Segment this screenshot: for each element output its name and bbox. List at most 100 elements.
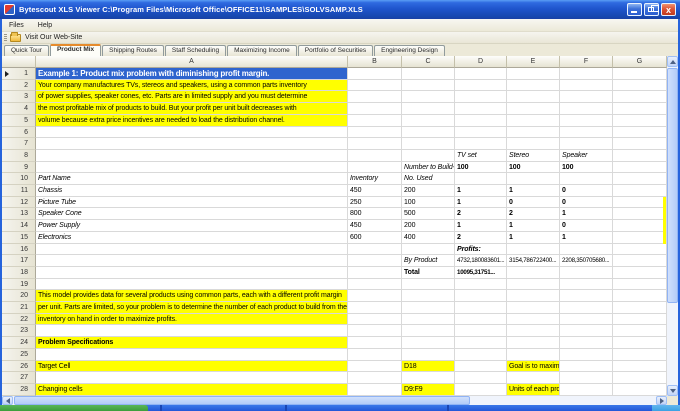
cell-C22[interactable] [402,313,455,326]
cell-G15[interactable] [613,231,667,244]
row-header-24[interactable]: 24 [2,337,36,349]
cell-D24[interactable] [455,337,507,349]
cell-A14[interactable]: Power Supply [36,220,348,232]
row-header-16[interactable]: 16 [2,243,36,256]
restore-button[interactable] [644,3,659,16]
cell-A24[interactable]: Problem Specifications [36,337,348,349]
cell-F8[interactable]: Speaker [560,149,613,162]
cell-C15[interactable]: 400 [402,231,455,244]
cell-E4[interactable] [507,103,560,115]
cell-C2[interactable] [402,79,455,92]
close-button[interactable]: x [661,3,676,16]
cell-B7[interactable] [348,138,402,150]
cell-E25[interactable] [507,348,560,361]
cell-A7[interactable] [36,138,348,150]
cell-E8[interactable]: Stereo [507,149,560,162]
cell-G27[interactable] [613,372,667,384]
cell-D14[interactable]: 1 [455,220,507,232]
column-header-A[interactable]: A [36,56,348,68]
cell-C5[interactable] [402,114,455,127]
cell-E6[interactable] [507,126,560,139]
vertical-scroll-thumb[interactable] [667,68,678,303]
cell-F20[interactable] [560,290,613,303]
cell-D15[interactable]: 2 [455,231,507,244]
cell-E10[interactable] [507,173,560,186]
cell-F23[interactable] [560,325,613,338]
cell-G3[interactable] [613,91,667,104]
cell-E22[interactable] [507,313,560,326]
cell-F5[interactable] [560,114,613,127]
cell-A2[interactable]: Your company manufactures TVs, stereos a… [36,79,348,92]
column-header-F[interactable]: F [560,56,613,68]
row-header-26[interactable]: 26 [2,360,36,373]
cell-G28[interactable] [613,383,667,396]
cell-D18[interactable]: 10095,31751... [455,266,507,279]
cell-B9[interactable] [348,161,402,174]
cell-G8[interactable] [613,149,667,162]
cell-D22[interactable] [455,313,507,326]
cell-G21[interactable] [613,302,667,314]
row-header-17[interactable]: 17 [2,255,36,267]
cell-D17[interactable]: 4732,180083601... [455,255,507,267]
cell-G13[interactable] [613,208,667,221]
cell-F11[interactable]: 0 [560,185,613,197]
row-header-11[interactable]: 11 [2,185,36,197]
tab-portfolio-of-securities[interactable]: Portfolio of Securities [297,45,374,56]
cell-A8[interactable] [36,149,348,162]
cell-F26[interactable] [560,360,613,373]
row-header-22[interactable]: 22 [2,313,36,326]
cell-E5[interactable] [507,114,560,127]
cell-B21[interactable] [348,302,402,314]
cell-E7[interactable] [507,138,560,150]
horizontal-scroll-thumb[interactable] [14,396,470,405]
cell-F2[interactable] [560,79,613,92]
cell-G2[interactable] [613,79,667,92]
cell-F14[interactable]: 0 [560,220,613,232]
cell-G11[interactable] [613,185,667,197]
cell-B2[interactable] [348,79,402,92]
cell-G22[interactable] [613,313,667,326]
cell-E17[interactable]: 3154,786722400... [507,255,560,267]
cell-F21[interactable] [560,302,613,314]
row-header-19[interactable]: 19 [2,278,36,291]
row-header-10[interactable]: 10 [2,173,36,186]
cell-B17[interactable] [348,255,402,267]
tab-maximizing-income[interactable]: Maximizing Income [227,45,297,56]
row-header-9[interactable]: 9 [2,161,36,174]
cell-F9[interactable]: 100 [560,161,613,174]
cell-C6[interactable] [402,126,455,139]
cell-A20[interactable]: This model provides data for several pro… [36,290,348,303]
cell-F17[interactable]: 2208,350705680... [560,255,613,267]
tab-staff-scheduling[interactable]: Staff Scheduling [164,45,227,56]
tab-engineering-design[interactable]: Engineering Design [374,45,445,56]
cell-G1[interactable] [613,68,667,80]
cell-F10[interactable] [560,173,613,186]
row-header-8[interactable]: 8 [2,149,36,162]
cell-C10[interactable]: No. Used [402,173,455,186]
column-header-G[interactable]: G [613,56,667,68]
row-header-21[interactable]: 21 [2,302,36,314]
cell-A12[interactable]: Picture Tube [36,196,348,209]
cell-C28[interactable]: D9:F9 [402,383,455,396]
horizontal-scrollbar[interactable] [2,396,667,405]
cell-G19[interactable] [613,278,667,291]
cell-D12[interactable]: 1 [455,196,507,209]
cell-A16[interactable] [36,243,348,256]
cell-B11[interactable]: 450 [348,185,402,197]
cell-F13[interactable]: 1 [560,208,613,221]
cell-D2[interactable] [455,79,507,92]
cell-E23[interactable] [507,325,560,338]
scroll-right-button[interactable] [656,396,667,405]
cell-A5[interactable]: volume because extra price incentives ar… [36,114,348,127]
cell-C25[interactable] [402,348,455,361]
cell-C23[interactable] [402,325,455,338]
row-header-15[interactable]: 15 [2,231,36,244]
cell-A18[interactable] [36,266,348,279]
cell-C7[interactable] [402,138,455,150]
cell-A27[interactable] [36,372,348,384]
cell-E1[interactable] [507,68,560,80]
cell-E24[interactable] [507,337,560,349]
cell-E27[interactable] [507,372,560,384]
select-all-corner[interactable] [2,56,36,68]
visit-website-button[interactable]: Visit Our Web-Site [25,34,83,41]
